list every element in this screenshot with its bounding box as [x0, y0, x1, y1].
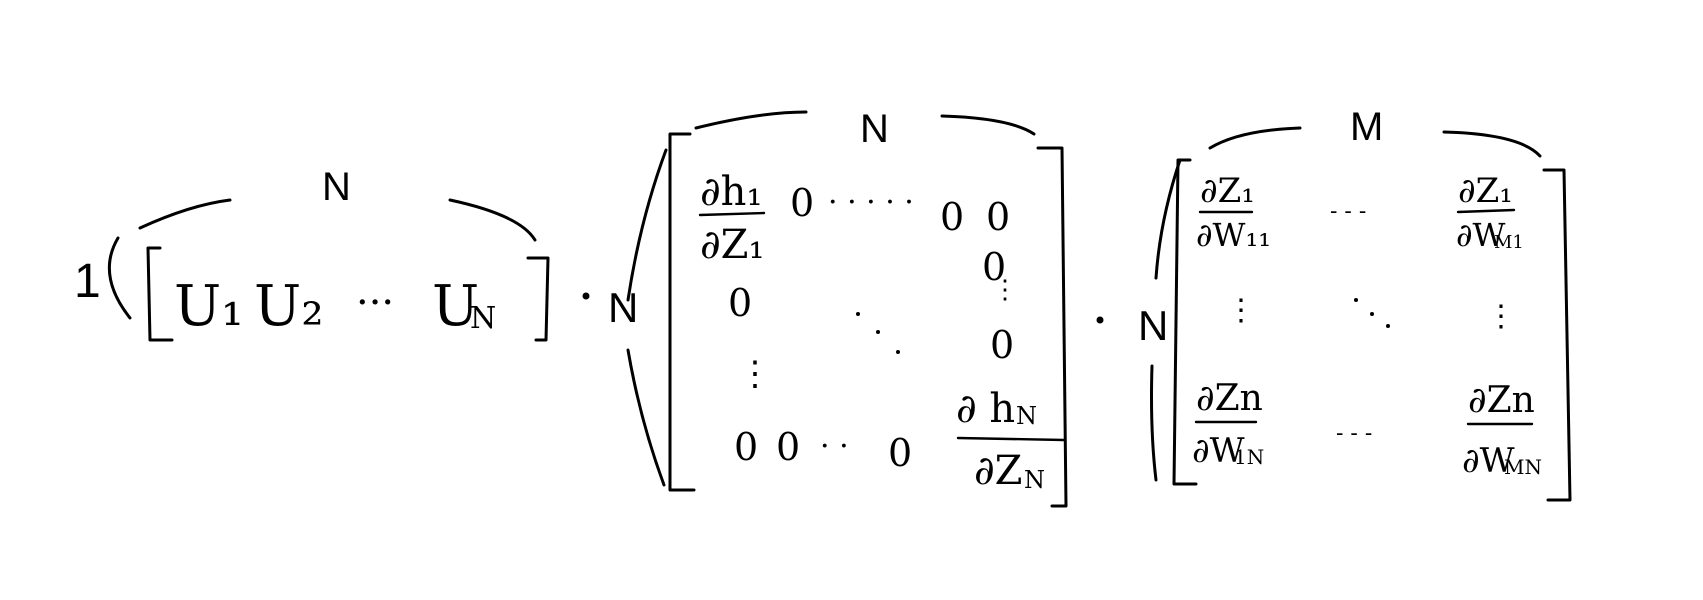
matrix-w-top-left-den: ∂W₁₁ — [1196, 216, 1271, 254]
matrix-w-bottom-right-den-sub: MN — [1504, 455, 1542, 479]
matrix-w-rows-brace-bottom — [1150, 364, 1158, 482]
matrix-h-row-last-dots: · · — [820, 429, 849, 464]
vector-rows-brace — [107, 236, 132, 320]
matrix-w-diag-dot — [1354, 298, 1358, 302]
matrix-h-col-dots: ⋮ — [992, 275, 1018, 305]
matrix-w-cols-label: M — [1350, 105, 1383, 149]
matrix-w-bottom-hdots: - - - — [1336, 421, 1372, 446]
matrix-h-row1-dots: · · · · · — [828, 185, 914, 220]
matrix-h-cols-brace-right — [940, 114, 1036, 136]
matrix-h-bottom-right-num: ∂ h — [956, 386, 1015, 432]
matrix-h-diag-dot — [876, 330, 880, 334]
vector-entry-dots: ··· — [356, 280, 394, 326]
matrix-w-rows-label: N — [1138, 302, 1168, 349]
matrix-h-zero: 0 — [790, 181, 814, 225]
matrix-w-top-right-num: ∂Z₁ — [1458, 171, 1513, 211]
matrix-w-top-left-num: ∂Z₁ — [1200, 171, 1255, 211]
matrix-w-vdots-left: ⋮ — [1226, 293, 1256, 328]
matrix-w-top-right-bar — [1456, 208, 1516, 214]
matrix-h-rows-brace-top — [626, 148, 668, 302]
vector-right-bracket — [526, 256, 550, 342]
vector-entry-u2: U₂ — [254, 274, 324, 339]
matrix-h-bottom-right-den: ∂Z — [974, 448, 1022, 494]
vector-cols-brace-left — [138, 198, 232, 230]
matrix-h-top-left-num: ∂h₁ — [700, 169, 762, 215]
matrix-h-zero: 0 — [940, 195, 964, 239]
vector-cols-label: N — [322, 165, 351, 209]
matrix-h-top-left-bar — [698, 211, 766, 217]
matrix-w-bottom-left-den-sub: 1N — [1234, 445, 1264, 469]
matrix-h-left-bracket — [668, 132, 696, 492]
matrix-h-zero: 0 — [776, 425, 800, 469]
matrix-w-bottom-left-num: ∂Zn — [1196, 378, 1263, 419]
matrix-h-zero: 0 — [986, 195, 1010, 239]
matrix-w-diag-dot — [1386, 324, 1390, 328]
matrix-h-bottom-right-num-sub: N — [1016, 402, 1037, 430]
matrix-h-zero: 0 — [982, 245, 1006, 289]
matrix-h-diag-dot — [896, 350, 900, 354]
matrix-w-bottom-left-den: ∂W — [1192, 431, 1245, 471]
matrix-w-left-bracket — [1172, 158, 1198, 486]
matrix-w-bottom-right-den: ∂W — [1462, 441, 1515, 481]
matrix-h-diag-dot — [856, 312, 860, 316]
matrix-h-zero: 0 — [888, 431, 912, 475]
vector-entry-un-sub: N — [470, 301, 496, 336]
matrix-h-right-bracket — [1036, 146, 1068, 508]
matrix-w-cols-brace-left — [1208, 126, 1302, 150]
matrix-h-rows-brace-bottom — [626, 348, 666, 487]
dot-operator-1 — [582, 292, 590, 300]
matrix-h-rows-label: N — [608, 284, 638, 331]
matrix-h-cols-label: N — [860, 107, 889, 151]
matrix-w-bottom-right-num: ∂Zn — [1468, 380, 1535, 421]
matrix-w-top-right-den-sub: M1 — [1494, 232, 1524, 253]
matrix-w-top-hdots: - - - — [1330, 199, 1366, 224]
matrix-w-diag-dot — [1370, 312, 1374, 316]
matrix-h-bottom-right-den-sub: N — [1024, 466, 1045, 494]
vector-cols-brace-right — [448, 198, 537, 242]
matrix-w-vdots-right: ⋮ — [1486, 299, 1516, 334]
matrix-h-col1-dots: ⋮ — [738, 354, 772, 394]
dot-operator-2 — [1096, 316, 1104, 324]
matrix-w-top-right-den: ∂W — [1456, 216, 1506, 254]
matrix-h-zero: 0 — [990, 323, 1014, 367]
matrix-w-cols-brace-right — [1442, 130, 1542, 158]
matrix-h-top-left-den: ∂Z₁ — [700, 222, 765, 268]
vector-left-bracket — [146, 246, 174, 342]
matrix-h-bottom-right-bar — [956, 436, 1066, 442]
vector-entry-un: U — [432, 274, 479, 339]
matrix-h-zero: 0 — [734, 425, 758, 469]
matrix-w-rows-brace-top — [1154, 158, 1182, 280]
matrix-h-zero: 0 — [728, 281, 752, 325]
matrix-w-right-bracket — [1542, 168, 1572, 502]
vector-rows-label: 1 — [74, 255, 101, 308]
vector-entry-u1: U₁ — [174, 274, 244, 339]
matrix-h-cols-brace-left — [694, 110, 808, 130]
